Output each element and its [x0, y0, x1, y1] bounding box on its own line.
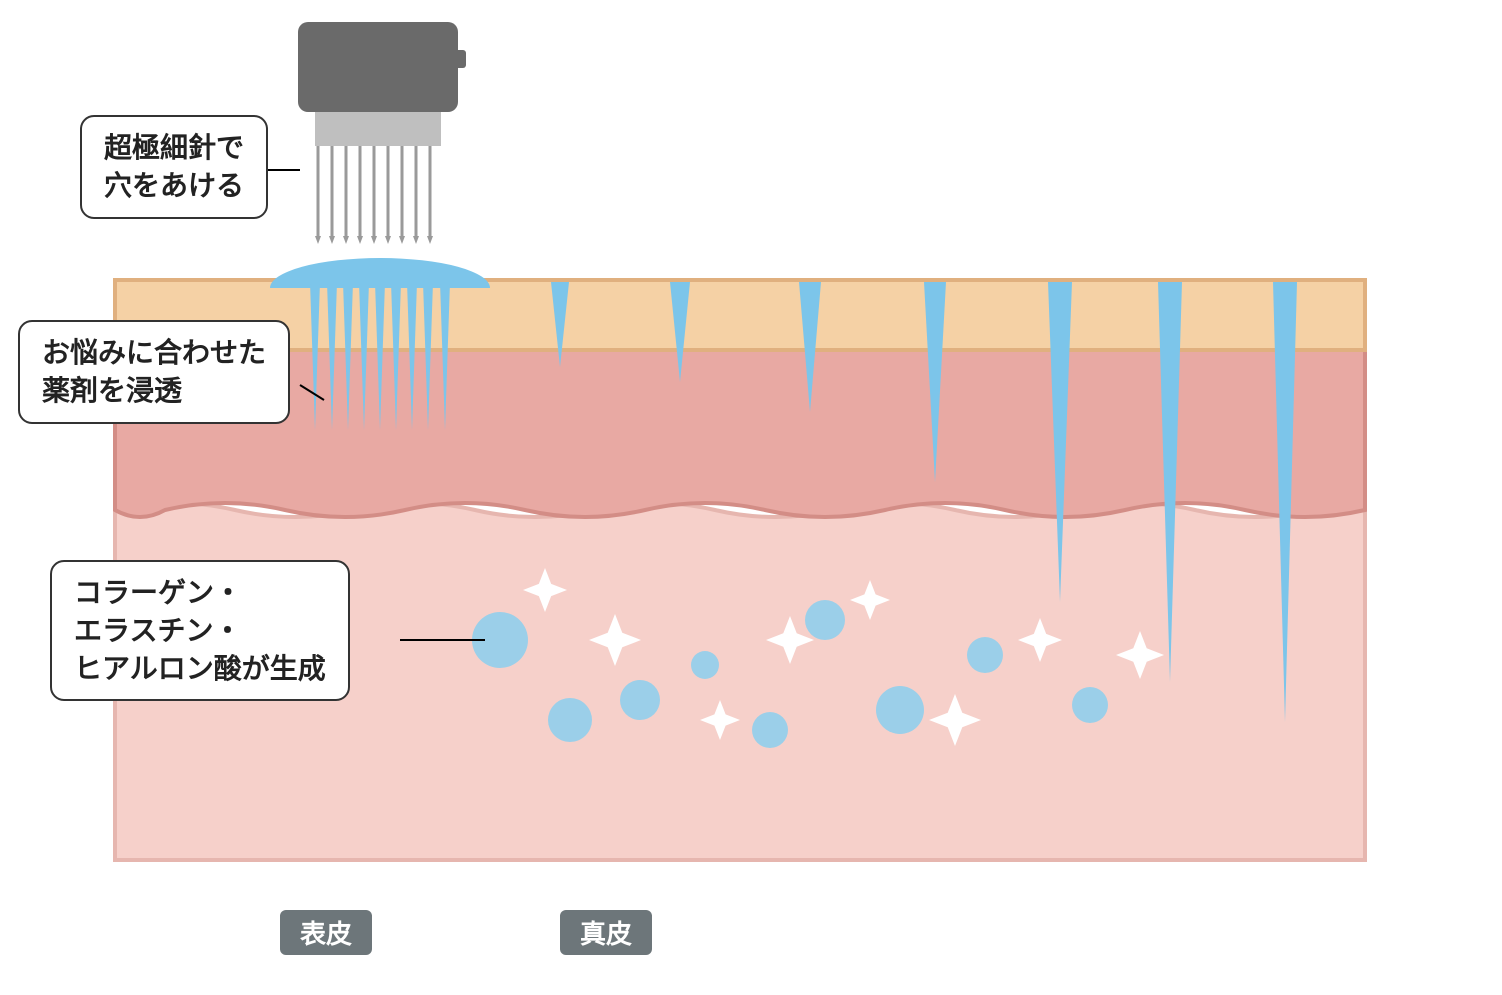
device-nub	[452, 50, 466, 68]
device-collar	[315, 112, 441, 146]
device-needle-tip	[399, 236, 405, 244]
device-needle-tip	[385, 236, 391, 244]
collagen-bubble	[752, 712, 788, 748]
callout-collagen: コラーゲン・ エラスチン・ ヒアルロン酸が生成	[50, 560, 350, 701]
tag-epidermis: 表皮	[280, 910, 372, 955]
collagen-bubble	[548, 698, 592, 742]
device-cap	[298, 22, 458, 112]
device-needle-tip	[413, 236, 419, 244]
collagen-bubble	[620, 680, 660, 720]
device-needle-tip	[427, 236, 433, 244]
device-needle-tip	[357, 236, 363, 244]
collagen-bubble	[967, 637, 1003, 673]
device-needle-tip	[329, 236, 335, 244]
collagen-bubble	[691, 651, 719, 679]
callout-needle: 超極細針で 穴をあける	[80, 115, 268, 219]
collagen-bubble	[1072, 687, 1108, 723]
diagram-stage: 超極細針で 穴をあける お悩みに合わせた 薬剤を浸透 コラーゲン・ エラスチン・…	[0, 0, 1502, 995]
device-needle-tip	[343, 236, 349, 244]
callout-serum: お悩みに合わせた 薬剤を浸透	[18, 320, 290, 424]
collagen-bubble	[805, 600, 845, 640]
device-needle-tip	[315, 236, 321, 244]
device-needle-tip	[371, 236, 377, 244]
collagen-bubble	[876, 686, 924, 734]
tag-dermis: 真皮	[560, 910, 652, 955]
